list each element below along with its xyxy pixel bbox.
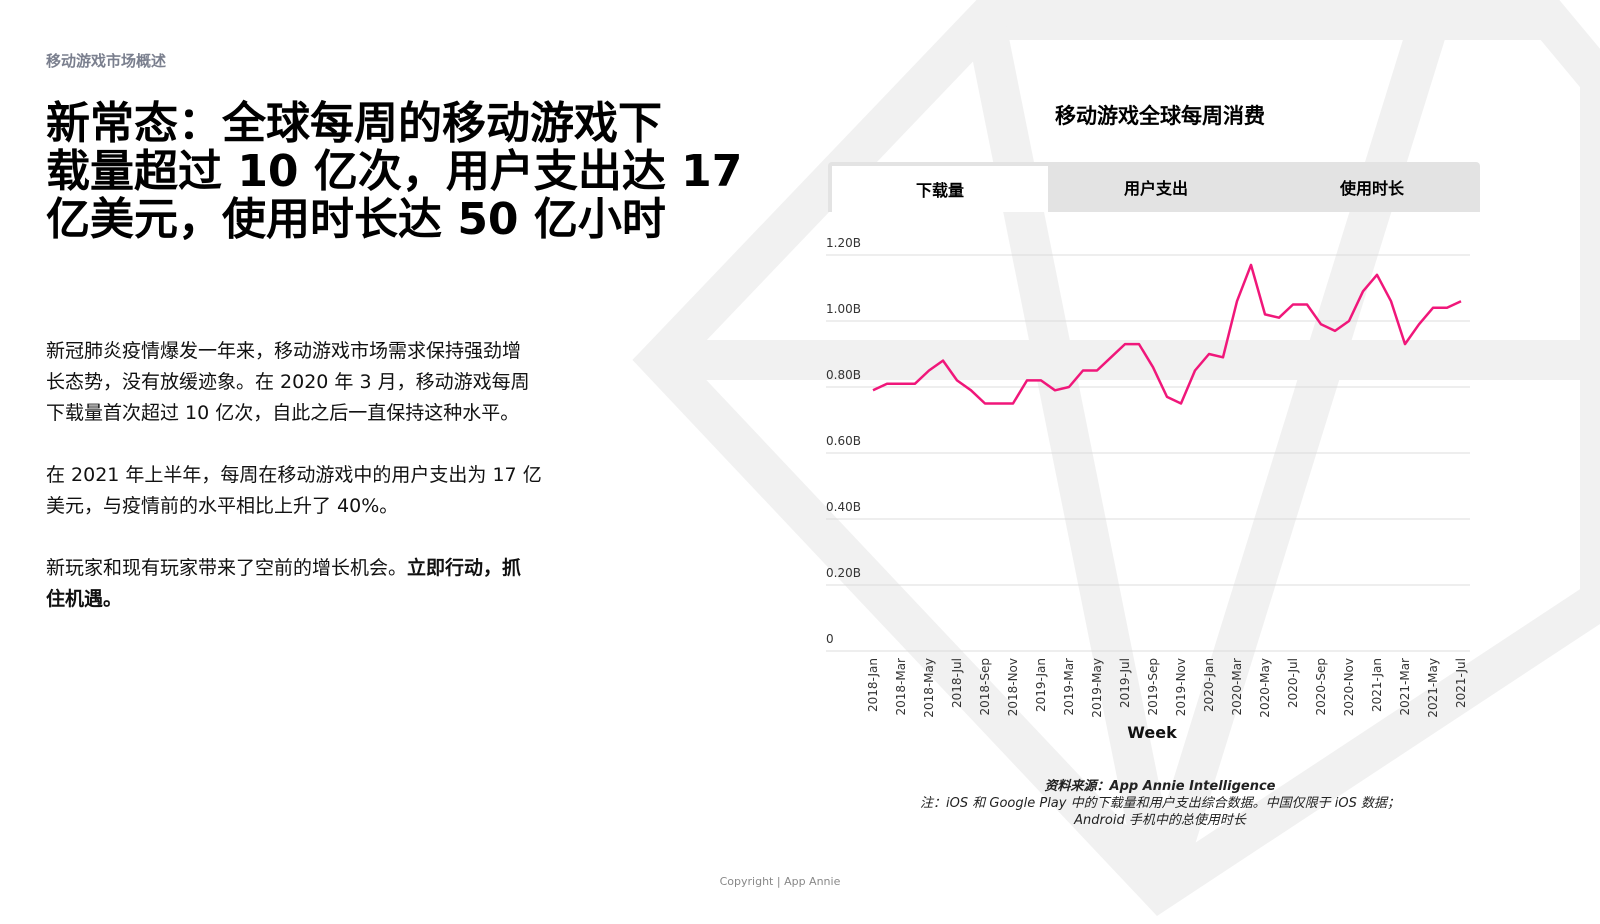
tab[interactable]: 使用时长 (1339, 179, 1404, 198)
x-tick-label: 2020-Nov (1342, 658, 1356, 716)
x-tick-label: 2018-Sep (978, 658, 992, 716)
x-tick-label: 2021-Mar (1398, 658, 1412, 716)
tab-bar: 下载量 用户支出 使用时长 (828, 162, 1480, 212)
x-tick-label: 2018-Nov (1006, 658, 1020, 716)
x-tick-label: 2019-May (1090, 658, 1104, 718)
headline-line: 载量超过 10 亿次，用户支出达 17 (46, 146, 743, 197)
x-tick-label: 2021-May (1426, 658, 1440, 718)
y-tick-label: 0.80B (826, 368, 861, 382)
x-tick-label: 2019-Jul (1118, 658, 1132, 708)
source-note: 注：iOS 和 Google Play 中的下载量和用户支出综合数据。中国仅限于… (920, 796, 1400, 811)
tab[interactable]: 用户支出 (1123, 179, 1188, 198)
x-tick-label: 2019-Sep (1146, 658, 1160, 716)
x-tick-label: 2020-Mar (1230, 658, 1244, 716)
x-tick-label: 2019-Nov (1174, 658, 1188, 716)
paragraph-line: 下载量首次超过 10 亿次，自此之后一直保持这种水平。 (46, 402, 520, 424)
y-tick-label: 0 (826, 632, 834, 646)
chart: 0 0.20B 0.40B 0.60B 0.80B 1.00B 1.20B 2018-Jan 2… (826, 236, 1470, 742)
y-tick-label: 0.20B (826, 566, 861, 580)
x-tick-label: 2018-Mar (894, 658, 908, 716)
paragraph-line: 新冠肺炎疫情爆发一年来，移动游戏市场需求保持强劲增 (46, 340, 522, 362)
source-note: Android 手机中的总使用时长 (1074, 813, 1246, 828)
x-tick-label: 2020-May (1258, 658, 1272, 718)
x-tick-label: 2020-Jul (1286, 658, 1300, 708)
x-tick-label: 2018-May (922, 658, 936, 718)
y-tick-label: 1.20B (826, 236, 861, 250)
paragraph: 新冠肺炎疫情爆发一年来，移动游戏市场需求保持强劲增 长态势，没有放缓迹象。在 20… (46, 336, 542, 429)
y-tick-label: 0.60B (826, 434, 861, 448)
chart-title: 移动游戏全球每周消费 (1055, 104, 1265, 128)
y-tick-label: 1.00B (826, 302, 861, 316)
paragraph-line: 新玩家和现有玩家带来了空前的增长机会。立即行动，抓 (46, 553, 542, 584)
paragraph-line: 美元，与疫情前的水平相比上升了 40%。 (46, 495, 399, 517)
x-tick-label: 2019-Mar (1062, 658, 1076, 716)
body-text: 新冠肺炎疫情爆发一年来，移动游戏市场需求保持强劲增 长态势，没有放缓迹象。在 20… (46, 336, 542, 646)
y-tick-label: 0.40B (826, 500, 861, 514)
paragraph-line: 长态势，没有放缓迹象。在 2020 年 3 月，移动游戏每周 (46, 371, 530, 393)
footer: Copyright | App Annie (719, 875, 841, 888)
source-heading: 资料来源：App Annie Intelligence (1044, 779, 1276, 794)
paragraph: 在 2021 年上半年，每周在移动游戏中的用户支出为 17 亿美元，与疫情前的水… (46, 460, 542, 522)
x-axis-label: Week (1127, 723, 1177, 742)
paragraph: 新玩家和现有玩家带来了空前的增长机会。立即行动，抓住机遇。 (46, 553, 542, 615)
call-to-action: 立即行动，抓 (407, 557, 522, 579)
paragraph-line: 在 2021 年上半年，每周在移动游戏中的用户支出为 17 亿 (46, 464, 542, 486)
section-label: 移动游戏市场概述 (46, 52, 167, 70)
headline: 新常态：全球每周的移动游戏下 载量超过 10 亿次，用户支出达 17 亿美元，使用时… (46, 100, 742, 244)
call-to-action: 住机遇。 (46, 588, 123, 610)
x-tick-label: 2020-Sep (1314, 658, 1328, 716)
source: 资料来源：App Annie Intelligence 注：iOS 和 Googl… (820, 778, 1500, 829)
headline-line: 新常态：全球每周的移动游戏下 (46, 98, 662, 149)
x-tick-label: 2020-Jan (1202, 658, 1216, 712)
x-tick-label: 2018-Jul (950, 658, 964, 708)
x-tick-label: 2021-Jul (1454, 658, 1468, 708)
data-line (872, 263, 1462, 405)
paragraph-text: 新玩家和现有玩家带来了空前的增长机会。 (46, 557, 408, 579)
headline-line: 亿美元，使用时长达 50 亿小时 (46, 194, 666, 245)
x-tick-label: 2019-Jan (1034, 658, 1048, 712)
tab[interactable]: 下载量 (832, 166, 1048, 212)
x-tick-label: 2018-Jan (866, 658, 880, 712)
x-tick-label: 2021-Jan (1370, 658, 1384, 712)
